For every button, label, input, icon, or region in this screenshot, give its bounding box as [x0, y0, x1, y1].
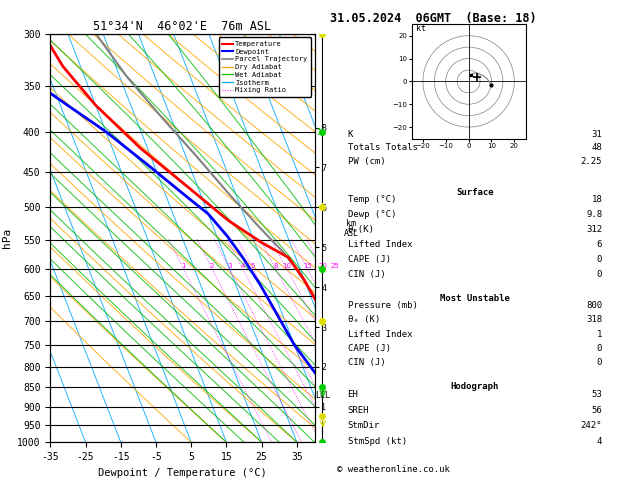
Text: CIN (J): CIN (J): [348, 358, 385, 367]
Text: 18: 18: [591, 195, 602, 204]
Text: K: K: [348, 130, 353, 139]
Text: 31: 31: [591, 130, 602, 139]
Text: Temp (°C): Temp (°C): [348, 195, 396, 204]
Text: 5: 5: [251, 263, 255, 269]
Text: 0: 0: [597, 344, 602, 353]
Text: 3: 3: [228, 263, 232, 269]
Text: 312: 312: [586, 225, 602, 234]
Text: 0: 0: [597, 270, 602, 279]
Text: CIN (J): CIN (J): [348, 270, 385, 279]
Text: StmSpd (kt): StmSpd (kt): [348, 437, 407, 446]
Text: LCL: LCL: [316, 391, 331, 399]
Text: Pressure (mb): Pressure (mb): [348, 301, 418, 310]
Text: θₑ (K): θₑ (K): [348, 315, 380, 325]
Text: 6: 6: [597, 240, 602, 249]
Text: PW (cm): PW (cm): [348, 157, 385, 166]
Text: 2.25: 2.25: [581, 157, 602, 166]
Text: 8: 8: [274, 263, 278, 269]
Text: Surface: Surface: [456, 188, 494, 197]
Text: Most Unstable: Most Unstable: [440, 294, 510, 303]
Text: Hodograph: Hodograph: [451, 382, 499, 391]
Text: EH: EH: [348, 390, 359, 399]
Text: 2: 2: [210, 263, 214, 269]
X-axis label: Dewpoint / Temperature (°C): Dewpoint / Temperature (°C): [98, 468, 267, 478]
Title: 51°34'N  46°02'E  76m ASL: 51°34'N 46°02'E 76m ASL: [93, 20, 272, 33]
Text: θₑ(K): θₑ(K): [348, 225, 374, 234]
Legend: Temperature, Dewpoint, Parcel Trajectory, Dry Adiabat, Wet Adiabat, Isotherm, Mi: Temperature, Dewpoint, Parcel Trajectory…: [219, 37, 311, 97]
Text: 0: 0: [597, 255, 602, 264]
Text: 56: 56: [591, 406, 602, 415]
Text: © weatheronline.co.uk: © weatheronline.co.uk: [337, 465, 449, 474]
Text: kt: kt: [416, 24, 426, 33]
Text: 4: 4: [597, 437, 602, 446]
Y-axis label: hPa: hPa: [1, 228, 11, 248]
Text: Lifted Index: Lifted Index: [348, 330, 412, 339]
Text: 800: 800: [586, 301, 602, 310]
Text: 20: 20: [318, 263, 327, 269]
Text: 10: 10: [282, 263, 291, 269]
Text: Lifted Index: Lifted Index: [348, 240, 412, 249]
Text: 15: 15: [303, 263, 312, 269]
Text: CAPE (J): CAPE (J): [348, 344, 391, 353]
Y-axis label: km
ASL: km ASL: [344, 219, 359, 238]
Text: 0: 0: [597, 358, 602, 367]
Text: 48: 48: [591, 143, 602, 152]
Text: 242°: 242°: [581, 421, 602, 430]
Text: 25: 25: [330, 263, 339, 269]
Text: 318: 318: [586, 315, 602, 325]
Text: StmDir: StmDir: [348, 421, 380, 430]
Text: Totals Totals: Totals Totals: [348, 143, 418, 152]
Text: Dewp (°C): Dewp (°C): [348, 210, 396, 219]
Text: CAPE (J): CAPE (J): [348, 255, 391, 264]
Text: SREH: SREH: [348, 406, 369, 415]
Text: 9.8: 9.8: [586, 210, 602, 219]
Text: 31.05.2024  06GMT  (Base: 18): 31.05.2024 06GMT (Base: 18): [330, 12, 537, 25]
Text: 1: 1: [597, 330, 602, 339]
Text: 4: 4: [241, 263, 245, 269]
Text: 53: 53: [591, 390, 602, 399]
Text: 1: 1: [181, 263, 186, 269]
